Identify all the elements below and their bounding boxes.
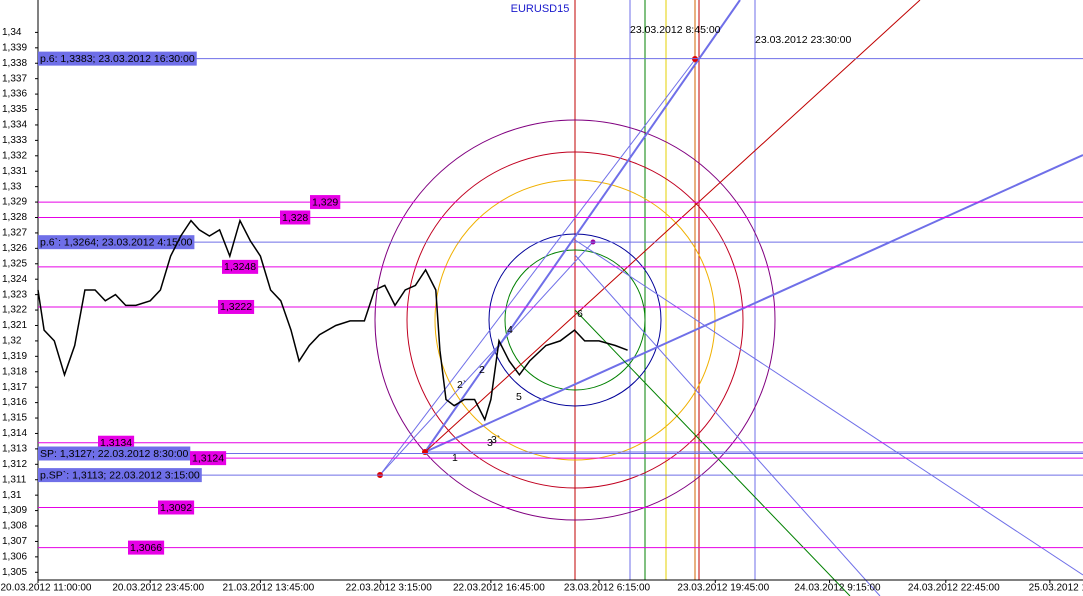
annotation: 23.03.2012 8:45:00: [630, 24, 721, 36]
levels: p.6: 1,3383; 23.03.2012 16:30:00 1,329 1,3…: [38, 51, 1083, 555]
circle: [434, 179, 716, 461]
y-tick-label: 1,322: [2, 305, 27, 316]
y-tick-label: 1,308: [2, 521, 27, 532]
trend-line: [574, 254, 881, 596]
trend-line: [379, 56, 698, 476]
y-tick-label: 1,325: [2, 258, 27, 269]
x-tick-label: 23.03.2012 19:45:00: [677, 583, 769, 594]
level-label: 1,3124: [192, 452, 224, 464]
annotation: 5: [516, 391, 522, 403]
y-tick-label: 1,332: [2, 150, 27, 161]
annotation: 23.03.2012 23:30:00: [755, 34, 852, 46]
y-tick-label: 1,31: [2, 490, 22, 501]
y-tick-label: 1,316: [2, 397, 27, 408]
y-tick-label: 1,314: [2, 428, 27, 439]
x-tick-label: 21.03.2012 13:45:00: [222, 583, 314, 594]
circle: [406, 151, 744, 489]
y-tick-label: 1,312: [2, 459, 27, 470]
y-tick-label: 1,32: [2, 336, 22, 347]
y-tick-label: 1,339: [2, 42, 27, 53]
x-tick-label: 25.03.2012 1: [1029, 583, 1083, 594]
y-tick-label: 1,326: [2, 243, 27, 254]
level-label-box: [38, 446, 191, 461]
y-tick-label: 1,337: [2, 73, 27, 84]
level-label: 1,3248: [224, 261, 256, 273]
level-label-box: [38, 468, 202, 483]
anchor-point: [422, 449, 428, 455]
level-label: p.SP`: 1,3113; 22.03.2012 3:15:00: [40, 469, 200, 481]
x-tick-label: 22.03.2012 3:15:00: [346, 583, 433, 594]
y-tick-label: 1,328: [2, 212, 27, 223]
trend-line: [424, 0, 921, 453]
chart-title: EURUSD15: [511, 3, 570, 15]
x-tick-label: 20.03.2012 23:45:00: [112, 583, 204, 594]
circle: [488, 233, 662, 407]
annotation: 2`: [457, 379, 466, 391]
level-label: 1,329: [312, 196, 338, 208]
level-label: 1,3066: [130, 542, 162, 554]
annotation: 6: [577, 308, 583, 320]
y-tick-label: 1,335: [2, 104, 27, 115]
level-label-box: [38, 235, 195, 250]
level-label-box: [38, 51, 197, 66]
y-tick-label: 1,306: [2, 552, 27, 563]
y-tick-label: 1,311: [2, 474, 27, 485]
annotation: 1: [452, 452, 458, 464]
y-tick-label: 1,315: [2, 413, 27, 424]
level-label: 1,328: [282, 212, 308, 224]
trend-line: [379, 241, 594, 476]
y-tick-label: 1,334: [2, 120, 27, 131]
level-label-box: [310, 195, 341, 210]
trend-line: [424, 154, 1083, 453]
circle: [504, 249, 646, 391]
annotation: 3`: [491, 434, 500, 446]
level-label: p.6: 1,3383; 23.03.2012 16:30:00: [40, 53, 195, 65]
y-tick-label: 1,338: [2, 58, 27, 69]
y-tick-label: 1,34: [2, 27, 22, 38]
y-tick-label: 1,331: [2, 166, 27, 177]
x-tick-label: 20.03.2012 11:00:00: [0, 583, 91, 594]
level-label-box: [190, 451, 227, 466]
level-label: p.6`: 1,3264; 23.03.2012 4:15:00: [40, 236, 193, 248]
price-line: [37, 218, 628, 422]
y-tick-label: 1,327: [2, 228, 27, 239]
trend-line: [424, 0, 741, 453]
level-label: SP: 1,3127; 22.03.2012 8:30:00: [40, 448, 188, 460]
y-tick-label: 1,317: [2, 382, 27, 393]
trend-line: [574, 239, 1083, 576]
trend-line: [574, 309, 851, 596]
y-tick-label: 1,319: [2, 351, 27, 362]
level-label: 1,3134: [100, 437, 132, 449]
y-tick-label: 1,324: [2, 274, 27, 285]
y-tick-label: 1,318: [2, 366, 27, 377]
level-label: 1,3092: [160, 502, 192, 514]
y-tick-label: 1,336: [2, 89, 27, 100]
circle: [374, 119, 776, 521]
x-tick-label: 23.03.2012 6:15:00: [564, 583, 651, 594]
level-label-box: [158, 500, 195, 515]
level-label-box: [280, 210, 311, 225]
x-tick-label: 24.03.2012 22:45:00: [908, 583, 1000, 594]
y-tick-label: 1,307: [2, 536, 27, 547]
y-tick-label: 1,329: [2, 197, 27, 208]
y-tick-label: 1,313: [2, 444, 27, 455]
x-tick-label: 24.03.2012 9:15:00: [794, 583, 881, 594]
level-label-box: [128, 540, 165, 555]
level-label-box: [218, 299, 255, 314]
y-tick-label: 1,333: [2, 135, 27, 146]
level-label-box: [222, 259, 259, 274]
level-label: 1,3222: [220, 301, 252, 313]
y-tick-label: 1,305: [2, 567, 27, 578]
annotation: 3: [487, 437, 493, 449]
drawing-tools: [374, 0, 1083, 596]
y-tick-label: 1,309: [2, 505, 27, 516]
x-tick-label: 22.03.2012 16:45:00: [453, 583, 545, 594]
y-tick-label: 1,323: [2, 289, 27, 300]
annotation: 2: [479, 364, 485, 376]
level-label-box: [98, 435, 135, 450]
annotation: 4: [507, 324, 513, 336]
y-tick-label: 1,33: [2, 181, 22, 192]
y-tick-label: 1,321: [2, 320, 27, 331]
